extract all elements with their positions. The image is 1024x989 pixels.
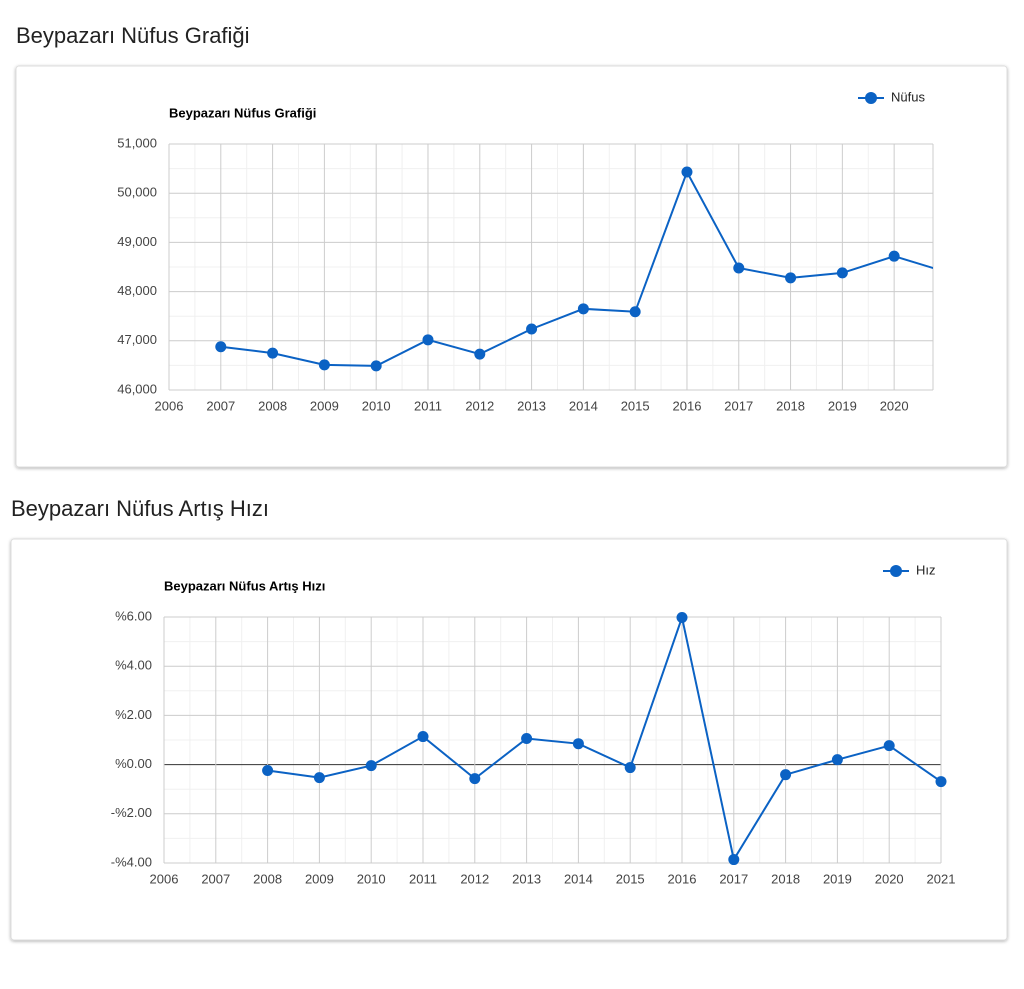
y-tick-label: 50,000 (117, 185, 157, 200)
legend-label: Nüfus (891, 89, 925, 104)
point (681, 166, 693, 178)
line (267, 613, 942, 863)
x-tick-label: 2014 (569, 398, 598, 413)
y-tick-label: 46,000 (117, 381, 157, 396)
point (215, 341, 227, 353)
x-tick-label: 2017 (724, 398, 753, 413)
series (215, 166, 933, 372)
point (836, 267, 848, 279)
legend-marker (890, 565, 902, 577)
x-tick-label: 2011 (414, 398, 442, 413)
x-tick-label: 2012 (460, 871, 489, 886)
x-tick-label: 2011 (409, 871, 437, 886)
point (370, 360, 382, 372)
x-tick-label: 2006 (150, 871, 179, 886)
x-tick-label: 2010 (357, 871, 386, 886)
point (728, 854, 740, 866)
point (422, 334, 434, 346)
legend-marker (865, 92, 877, 104)
point (733, 262, 745, 274)
x-tick-label: 2013 (517, 398, 546, 413)
x-tick-label: 2021 (927, 871, 956, 886)
y-tick-label: %4.00 (115, 658, 152, 673)
x-tick-label: 2010 (362, 398, 391, 413)
x-tick-label: 2009 (305, 871, 334, 886)
x-tick-label: 2007 (201, 871, 230, 886)
point (935, 776, 947, 788)
y-tick-label: 51,000 (117, 135, 157, 150)
section-heading: Beypazarı Nüfus Artış Hızı (11, 496, 269, 521)
legend-label: Hız (916, 562, 936, 577)
x-tick-label: 2016 (673, 398, 702, 413)
x-tick-label: 2015 (621, 398, 650, 413)
x-tick-label: 2019 (823, 871, 852, 886)
point (521, 733, 533, 745)
chart-title: Beypazarı Nüfus Grafiği (169, 105, 316, 120)
x-tick-label: 2018 (776, 398, 805, 413)
x-tick-label: 2017 (719, 871, 748, 886)
x-tick-label: 2009 (310, 398, 339, 413)
point (624, 762, 636, 774)
point (526, 323, 538, 335)
point (831, 754, 843, 766)
point (785, 272, 797, 284)
point (676, 611, 688, 623)
y-tick-label: -%4.00 (111, 854, 152, 869)
x-tick-label: 2020 (880, 398, 909, 413)
point (577, 303, 589, 315)
y-tick-label: %6.00 (115, 608, 152, 623)
point (417, 731, 429, 743)
x-tick-label: 2020 (875, 871, 904, 886)
point (313, 772, 325, 784)
section-heading: Beypazarı Nüfus Grafiği (16, 23, 250, 48)
series (262, 611, 947, 866)
point (365, 760, 377, 772)
point (572, 738, 584, 750)
x-tick-label: 2018 (771, 871, 800, 886)
y-tick-label: 47,000 (117, 332, 157, 347)
x-tick-label: 2008 (258, 398, 287, 413)
point (267, 347, 279, 359)
x-tick-label: 2013 (512, 871, 541, 886)
x-tick-label: 2014 (564, 871, 593, 886)
point (629, 306, 641, 318)
point (469, 773, 481, 785)
x-tick-label: 2006 (155, 398, 184, 413)
x-tick-label: 2012 (465, 398, 494, 413)
y-tick-label: %2.00 (115, 707, 152, 722)
x-tick-label: 2019 (828, 398, 857, 413)
point (474, 348, 486, 360)
x-tick-label: 2007 (206, 398, 235, 413)
y-tick-label: %0.00 (115, 756, 152, 771)
y-tick-label: 49,000 (117, 234, 157, 249)
x-tick-label: 2015 (616, 871, 645, 886)
y-tick-label: -%2.00 (111, 805, 152, 820)
point (318, 359, 330, 371)
x-tick-label: 2008 (253, 871, 282, 886)
point (883, 740, 895, 752)
point (780, 769, 792, 781)
chart-title: Beypazarı Nüfus Artış Hızı (164, 578, 325, 593)
y-tick-label: 48,000 (117, 283, 157, 298)
x-tick-label: 2016 (668, 871, 697, 886)
point (262, 765, 274, 777)
point (888, 250, 900, 262)
